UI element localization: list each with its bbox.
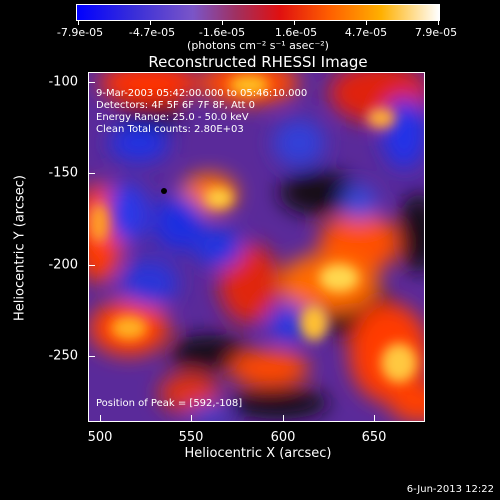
colorbar-label: 1.6e-05 (274, 26, 318, 39)
y-tick (88, 82, 95, 83)
colorbar-tick (294, 21, 295, 25)
rhessi-image (88, 72, 425, 422)
y-tick (88, 173, 95, 174)
y-axis-title: Heliocentric Y (arcsec) (12, 175, 28, 321)
colorbar-label: -4.7e-05 (128, 26, 176, 39)
footer-date: 6-Jun-2013 12:22 (406, 484, 494, 495)
y-tick-label: -100 (48, 74, 78, 90)
rhessi-heatmap (89, 73, 424, 421)
colorbar-label: 7.9e-05 (414, 26, 458, 39)
colorbar-tick (438, 21, 439, 25)
x-tick (100, 415, 101, 422)
y-tick (88, 356, 95, 357)
image-title: Reconstructed RHESSI Image (148, 53, 368, 71)
x-axis-title: Heliocentric X (arcsec) (184, 446, 332, 461)
colorbar-label: -1.6e-05 (198, 26, 246, 39)
colorbar-tick (366, 21, 367, 25)
colorbar-units: (photons cm⁻² s⁻¹ asec⁻²) (187, 39, 329, 52)
colorbar (76, 4, 440, 21)
peak-marker (161, 188, 167, 194)
x-tick-label: 650 (361, 430, 387, 445)
method-label: Clean Total counts: 2.80E+03 (96, 124, 244, 135)
colorbar-tick (150, 21, 151, 25)
x-tick-label: 600 (270, 430, 296, 445)
y-tick-label: -200 (48, 257, 78, 273)
y-tick (88, 265, 95, 266)
colorbar-label: -7.9e-05 (56, 26, 104, 39)
y-tick-label: -150 (48, 165, 78, 181)
colorbar-tick (222, 21, 223, 25)
detectors-label: Detectors: 4F 5F 6F 7F 8F, Att 0 (96, 100, 256, 111)
x-tick (374, 415, 375, 422)
x-tick-label: 500 (87, 430, 113, 445)
colorbar-label: 4.7e-05 (344, 26, 388, 39)
x-tick (191, 415, 192, 422)
energy-range-label: Energy Range: 25.0 - 50.0 keV (96, 112, 249, 123)
peak-position-label: Position of Peak = [592,-108] (96, 398, 243, 409)
y-tick-label: -250 (48, 348, 78, 364)
time-range-label: 9-Mar-2003 05:42:00.000 to 05:46:10.000 (96, 88, 308, 99)
colorbar-tick (78, 21, 79, 25)
x-tick-label: 550 (178, 430, 204, 445)
x-tick (283, 415, 284, 422)
